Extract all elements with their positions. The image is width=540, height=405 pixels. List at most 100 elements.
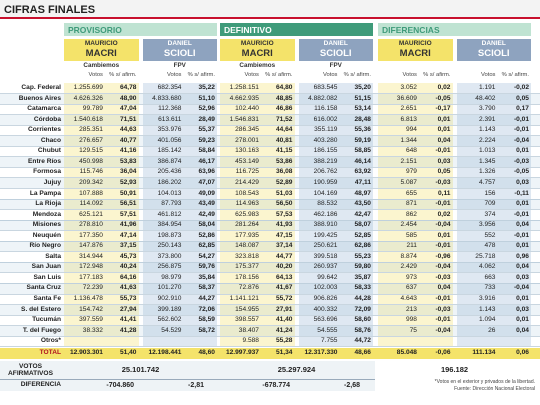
row-separator: [0, 335, 540, 337]
row-separator: [0, 135, 540, 136]
cell: 399.189: [157, 305, 182, 313]
row-stripe: [0, 262, 540, 273]
cell: 388.910: [313, 221, 338, 229]
cell: 59,80: [354, 263, 371, 271]
column-tint: [298, 83, 373, 347]
cell: 41,40: [275, 316, 293, 324]
cell: 46,86: [275, 105, 293, 113]
cell: 4.757: [478, 178, 496, 186]
cell: 40,77: [119, 136, 137, 144]
cell: 177.935: [235, 231, 259, 239]
cell: 51,15: [354, 94, 371, 102]
cell: 0,01: [516, 242, 529, 250]
cell: 37,15: [119, 242, 137, 250]
cell: 36,04: [119, 168, 137, 176]
row-label: S. del Estero: [21, 305, 61, 313]
row-label: Neuquén: [32, 231, 61, 239]
cell: 276.657: [79, 136, 103, 144]
total-cell: 12.317.330: [304, 348, 338, 356]
cell: 114.963: [235, 200, 259, 208]
row-separator: [0, 93, 540, 94]
cell: -0,03: [513, 157, 529, 165]
cell: 40,24: [119, 263, 137, 271]
row-label: Entre Ríos: [28, 157, 61, 165]
row-separator: [0, 314, 540, 316]
cell: 562.602: [157, 316, 182, 324]
row-stripe: [0, 114, 540, 126]
cell: 98.979: [161, 273, 182, 281]
cell: 994: [405, 126, 417, 134]
row-stripe: [0, 135, 540, 147]
cell: 59,19: [354, 136, 371, 144]
row-separator: [0, 272, 540, 273]
cell: 648: [405, 147, 417, 155]
party-name: Cambiemos: [83, 62, 120, 69]
total-cell: 12.997.937: [225, 348, 259, 356]
cell: 40,20: [275, 263, 293, 271]
cell: 38.332: [82, 326, 103, 334]
cell: 115.746: [79, 168, 103, 176]
column-header: % s/ afirm.: [501, 72, 529, 78]
row-separator: [0, 177, 540, 178]
total-cell: 85.048: [396, 348, 417, 356]
cell: 58,60: [354, 316, 371, 324]
cell: 46,17: [198, 157, 215, 165]
cell: 64,78: [119, 84, 137, 91]
cell: -0,03: [435, 178, 451, 186]
cell: -0,04: [513, 136, 529, 144]
row-stripe: [0, 199, 540, 210]
cell: 52,85: [354, 231, 371, 239]
total-cell: 111.134: [472, 348, 496, 356]
cell: 58,76: [354, 326, 371, 334]
afirmativos-label: VOTOS AFIRMATIVOS: [8, 362, 53, 378]
cell: 374: [484, 210, 496, 218]
column-header: % s/ afirm.: [265, 72, 293, 78]
total-cell: 12.198.441: [148, 348, 182, 356]
cell: 8.874: [400, 252, 417, 260]
row-separator: [0, 188, 540, 189]
cell: 450.998: [79, 157, 103, 165]
cell: 3.052: [400, 84, 417, 91]
candidate-box: [64, 39, 139, 61]
cell: 58,85: [354, 147, 371, 155]
candidate-box: [378, 39, 453, 61]
cell: 185.142: [157, 147, 182, 155]
section-header: DIFERENCIAS: [378, 23, 531, 36]
total-cell: -0,06: [435, 348, 451, 356]
cell: 190.959: [313, 178, 338, 186]
diferencia-label: DIFERENCIA: [20, 380, 61, 388]
row-separator: [0, 346, 540, 347]
cell: 172.948: [79, 263, 103, 271]
cell: 51,03: [275, 189, 293, 197]
cell: 400.332: [313, 305, 338, 313]
candidate-first-name: MAURICIO: [240, 40, 274, 47]
cell: 733: [484, 284, 496, 292]
cell: 38.407: [238, 326, 259, 334]
cell: 286.345: [235, 126, 259, 134]
cell: -0,01: [513, 126, 529, 134]
cell: 41,28: [119, 326, 137, 334]
row-label: Jujuy: [43, 178, 61, 186]
total-cell: 0,06: [516, 348, 529, 356]
cell: -0,04: [435, 326, 451, 334]
column-tint: [142, 83, 217, 347]
column-header: % s/ afirm.: [187, 72, 215, 78]
cell: 4.662.935: [229, 94, 259, 102]
cell: -0,03: [435, 273, 451, 281]
total-label: TOTAL: [39, 348, 61, 356]
cell: 64,13: [275, 273, 293, 281]
cell: 384.954: [157, 221, 182, 229]
cell: 1.013: [478, 147, 496, 155]
candidate-last-name: SCIOLI: [477, 48, 510, 59]
cell: 3.916: [478, 295, 496, 302]
cell: 278.001: [235, 136, 259, 144]
cell: 154.742: [79, 305, 103, 313]
candidate-last-name: MACRI: [399, 48, 431, 59]
row-separator: [0, 282, 540, 284]
cell: 75: [409, 326, 417, 334]
cell: 53,83: [119, 157, 137, 165]
cell: 41,24: [275, 326, 293, 334]
cell: 58,04: [198, 221, 215, 229]
cell: 3.956: [478, 221, 496, 229]
cell: 58,07: [354, 221, 371, 229]
